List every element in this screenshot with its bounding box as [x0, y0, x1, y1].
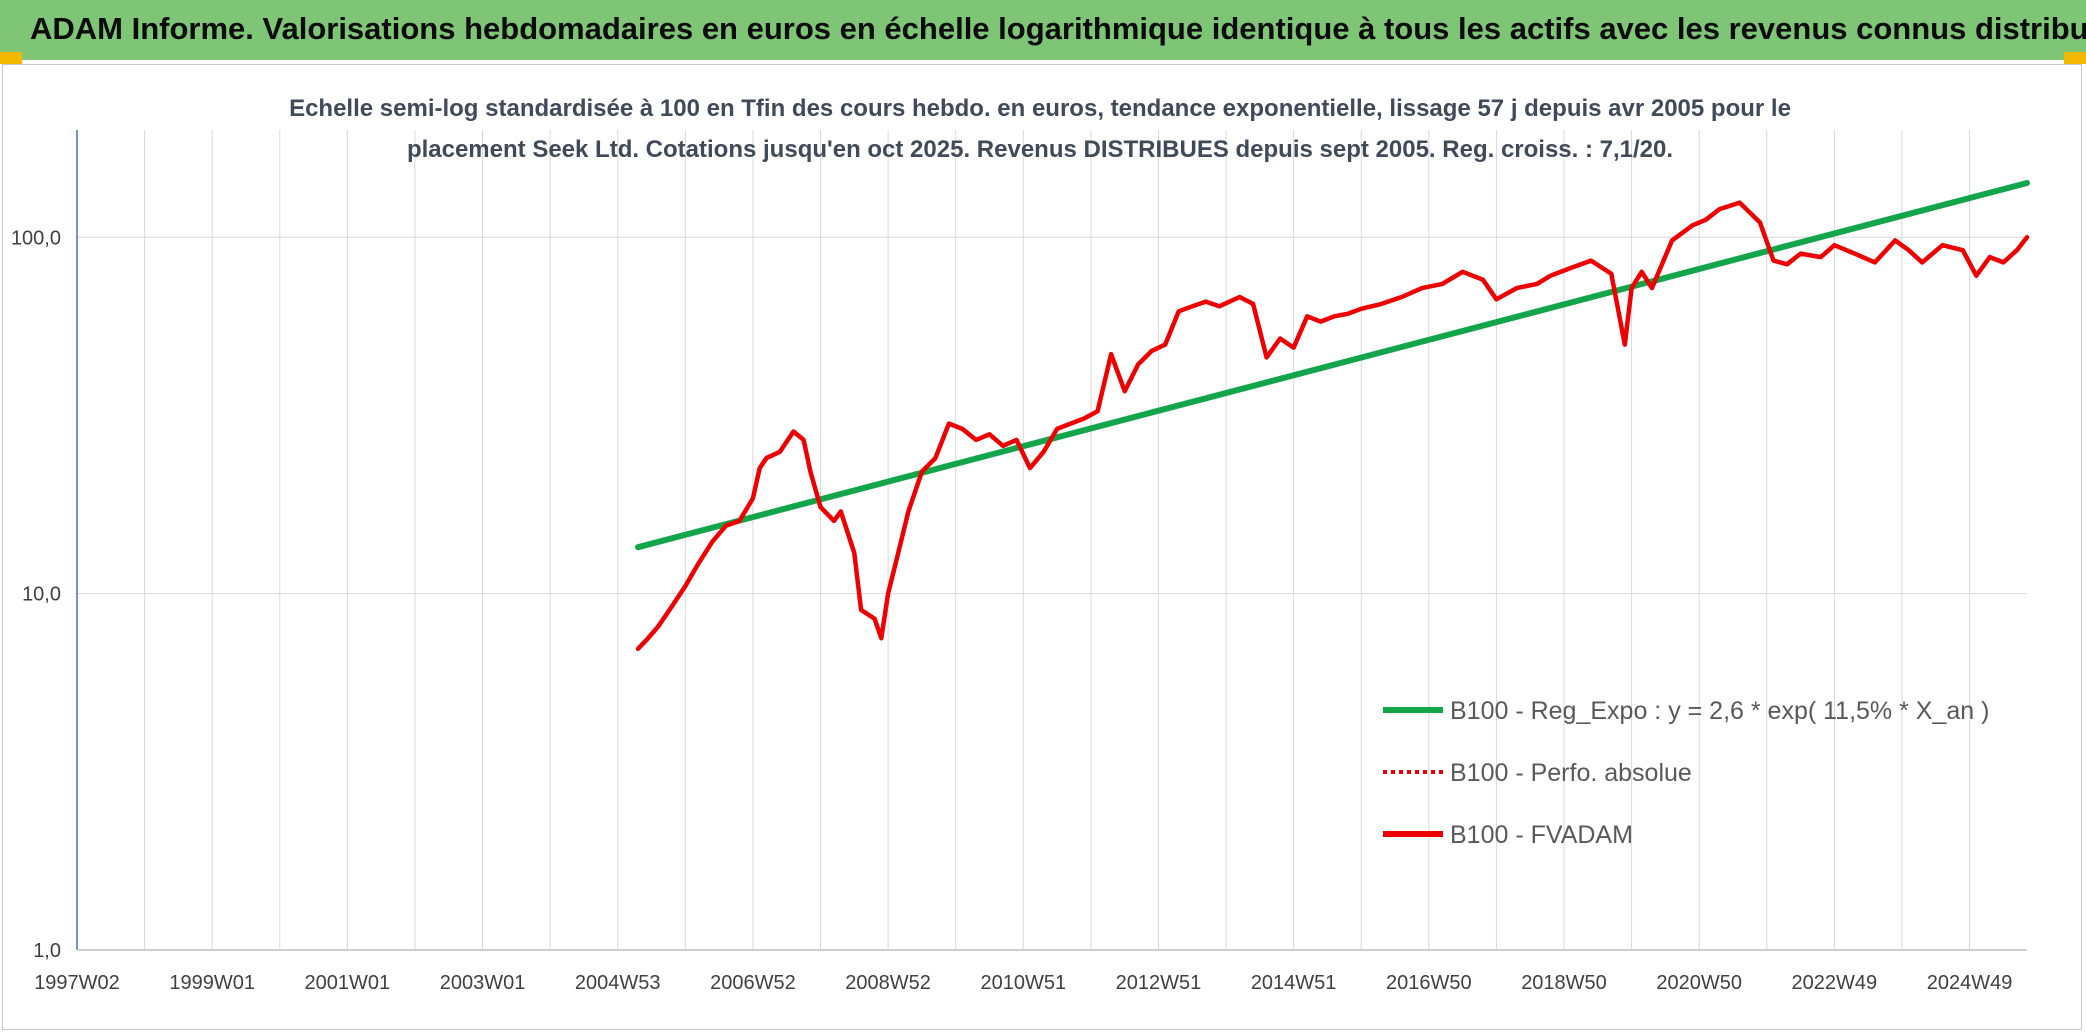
- x-tick-label: 1997W02: [34, 972, 120, 994]
- legend-label: B100 - Reg_Expo : y = 2,6 * exp( 11,5% *…: [1450, 697, 1989, 725]
- x-tick-label: 1999W01: [169, 972, 255, 994]
- legend-label: B100 - Perfo. absolue: [1450, 759, 1692, 787]
- legend: B100 - Reg_Expo : y = 2,6 * exp( 11,5% *…: [1383, 697, 1989, 849]
- y-tick-label: 1,0: [33, 940, 61, 962]
- x-tick-label: 2003W01: [440, 972, 526, 994]
- gridlines: [76, 130, 2027, 951]
- x-tick-label: 2004W53: [575, 972, 661, 994]
- x-tick-label: 2006W52: [710, 972, 796, 994]
- y-tick-label: 100,0: [11, 227, 61, 249]
- report-banner: ADAM Informe. Valorisations hebdomadaire…: [0, 0, 2086, 60]
- price-line-series: [635, 200, 2030, 652]
- x-tick-label: 2022W49: [1792, 972, 1878, 994]
- series-group: [635, 180, 2030, 652]
- x-tick-label: 2014W51: [1251, 972, 1337, 994]
- axes: [76, 130, 2027, 951]
- x-tick-label: 2001W01: [305, 972, 391, 994]
- chart-title-line-2: placement Seek Ltd. Cotations jusqu'en o…: [407, 136, 1673, 163]
- corner-accent-right: [2064, 52, 2086, 64]
- report-title: ADAM Informe. Valorisations hebdomadaire…: [30, 11, 2086, 46]
- x-tick-label: 2016W50: [1386, 972, 1472, 994]
- y-tick-label: 10,0: [22, 584, 61, 606]
- x-tick-label: 2012W51: [1116, 972, 1202, 994]
- x-tick-label: 2020W50: [1656, 972, 1742, 994]
- corner-accent-left: [0, 52, 22, 64]
- x-tick-label: 2008W52: [845, 972, 931, 994]
- trend-line-series: [635, 180, 2030, 551]
- x-tick-label: 2024W49: [1927, 972, 2013, 994]
- x-tick-labels: 1997W02 1999W01 2001W01 2003W01 2004W53 2006W…: [34, 972, 2012, 994]
- legend-label: B100 - FVADAM: [1450, 821, 1633, 849]
- y-tick-labels: 1,0 10,0 100,0: [11, 227, 61, 962]
- x-tick-label: 2010W51: [980, 972, 1066, 994]
- chart-frame: [2, 64, 2082, 1030]
- chart-title-block: Echelle semi-log standardisée à 100 en T…: [289, 95, 1791, 163]
- x-tick-label: 2018W50: [1521, 972, 1607, 994]
- chart-title-line-1: Echelle semi-log standardisée à 100 en T…: [289, 95, 1791, 122]
